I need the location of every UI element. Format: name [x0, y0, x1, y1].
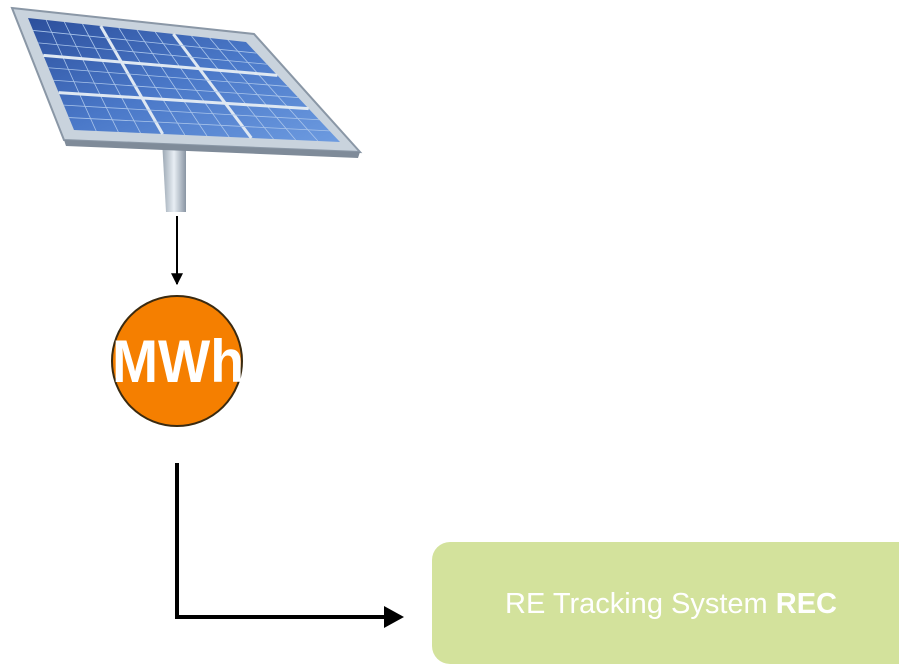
panel-grid-line: [43, 53, 278, 77]
mwh-circle: [111, 295, 243, 427]
panel-grid-line: [63, 21, 119, 133]
rec-label-text: RE Tracking System: [505, 588, 768, 620]
panel-grid-line: [136, 29, 208, 137]
panel-grid-line: [172, 33, 253, 139]
mwh-node: MWh: [111, 295, 244, 427]
panel-grid-line: [63, 104, 320, 121]
panel-grid-line: [209, 37, 296, 141]
rec-label-bold: REC: [776, 588, 837, 620]
panel-pole: [162, 140, 186, 212]
solar-panel: [10, 6, 363, 212]
panel-grid-line: [53, 79, 299, 98]
panel-grid-line: [227, 39, 319, 142]
mwh-label: MWh: [112, 328, 244, 395]
panel-grid: [33, 19, 330, 142]
panel-grid-line: [191, 35, 274, 140]
panel-grid-line: [118, 27, 186, 136]
panel-grid-line: [154, 31, 230, 138]
panel-edge: [64, 140, 360, 158]
rec-node: RE Tracking System REC: [432, 542, 899, 664]
panel-grid-line: [45, 19, 97, 132]
panel-grid-line: [38, 42, 267, 65]
panel-grid-line: [33, 30, 257, 54]
panel-grid-line: [68, 117, 330, 132]
rec-label: RE Tracking System REC: [505, 588, 837, 620]
elbow-connector: [175, 463, 396, 619]
panel-grid-line: [99, 25, 164, 135]
rec-box: [432, 542, 899, 664]
panel-grid-line: [82, 23, 141, 134]
arrowhead: [384, 606, 404, 628]
panel-grid-line: [48, 67, 288, 87]
panel-grid-line: [58, 91, 309, 111]
